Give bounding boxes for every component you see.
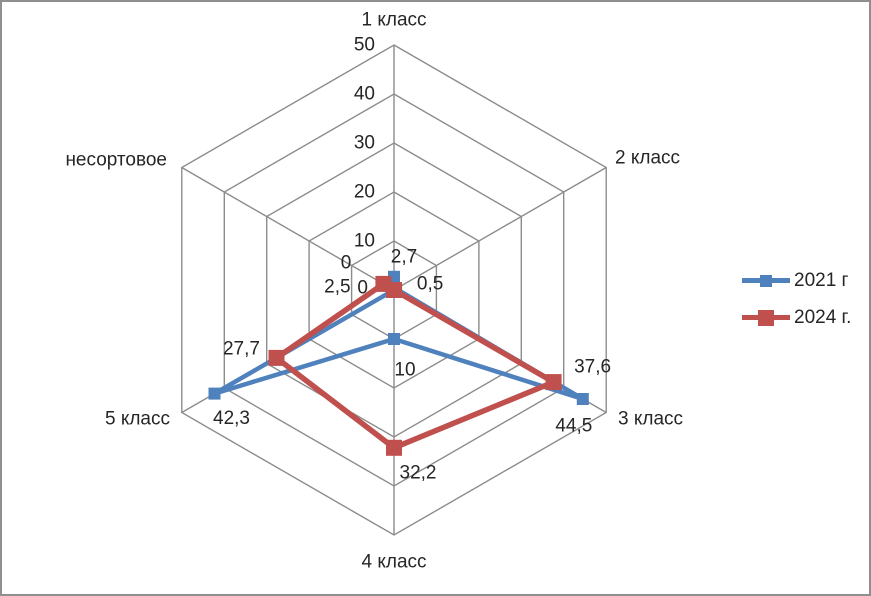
data-label-series-0-point-0: 2,7 bbox=[391, 246, 417, 267]
legend-label-2021: 2021 г bbox=[794, 269, 849, 291]
category-label-5: несортовое bbox=[65, 150, 167, 171]
legend-label-2024: 2024 г. bbox=[794, 306, 852, 328]
series-1-marker-4 bbox=[268, 349, 285, 366]
category-label-3: 4 класс bbox=[361, 552, 426, 573]
axis-spoke-1 bbox=[393, 166, 607, 291]
data-label-series-0-point-1: 0,5 bbox=[417, 273, 443, 294]
data-label-series-1-point-5: 2,5 bbox=[324, 276, 350, 297]
data-label-series-1-point-4: 27,7 bbox=[223, 338, 260, 359]
tick-label-30: 30 bbox=[354, 133, 375, 154]
series-0-marker-3 bbox=[388, 333, 400, 345]
legend-marker-2021-icon bbox=[742, 271, 790, 291]
category-labels: 1 класс 2 класс 3 класс 4 класс 5 класс несор… bbox=[65, 10, 683, 573]
data-label-series-1-point-3: 32,2 bbox=[400, 462, 437, 483]
axis-spoke-5 bbox=[181, 166, 395, 291]
radial-tick-labels: 0 10 20 30 40 50 bbox=[354, 35, 375, 299]
data-label-series-0-point-2: 44,5 bbox=[555, 416, 592, 437]
series-1-marker-2 bbox=[545, 374, 562, 391]
data-label-series-0-point-3: 10 bbox=[394, 360, 415, 381]
legend-item-2024: 2024 г. bbox=[742, 299, 851, 336]
legend-square-icon bbox=[758, 309, 774, 326]
category-label-0: 1 класс bbox=[361, 10, 426, 31]
category-label-1: 2 класс bbox=[615, 148, 680, 169]
category-label-4: 5 класс bbox=[105, 409, 170, 430]
data-label-series-0-point-5: 0 bbox=[341, 253, 352, 274]
series-1-group bbox=[268, 275, 562, 456]
legend-square-icon bbox=[760, 274, 772, 287]
tick-label-50: 50 bbox=[354, 35, 375, 56]
category-label-2: 3 класс bbox=[618, 409, 683, 430]
legend: 2021 г 2024 г. bbox=[742, 262, 851, 336]
data-label-series-1-point-2: 37,6 bbox=[574, 357, 611, 378]
legend-item-2021: 2021 г bbox=[742, 262, 851, 299]
data-labels: 2,70,5 44,5 10 42,3 0 37,6 32,2 27,7 2,5 bbox=[213, 246, 611, 483]
legend-marker-2024-icon bbox=[742, 308, 790, 328]
tick-label-0: 0 bbox=[357, 278, 368, 299]
series-0-marker-4 bbox=[208, 387, 221, 400]
data-label-series-0-point-4: 42,3 bbox=[213, 408, 250, 429]
series-1-marker-5 bbox=[375, 275, 392, 292]
series-1-marker-3 bbox=[386, 439, 402, 456]
tick-label-20: 20 bbox=[354, 182, 375, 203]
tick-label-40: 40 bbox=[354, 84, 375, 105]
series-0-marker-2 bbox=[576, 393, 589, 405]
tick-label-10: 10 bbox=[354, 231, 375, 252]
